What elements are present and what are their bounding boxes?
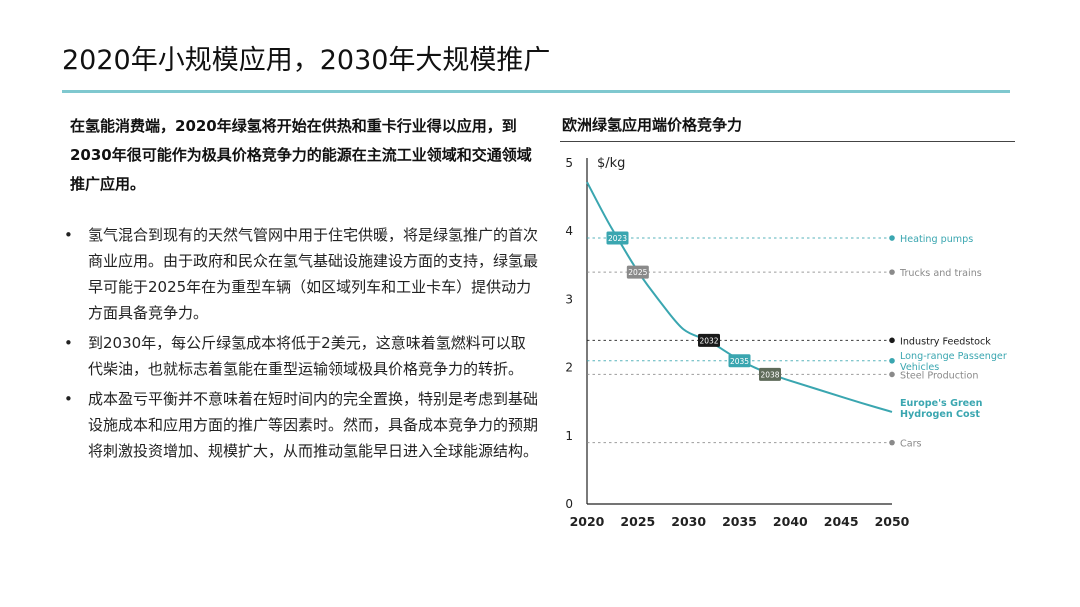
bullet-item: • 到2030年，每公斤绿氢成本将低于2美元，这意味着氢燃料可以取代柴油，也就标志… bbox=[62, 330, 540, 382]
y-tick-label: 3 bbox=[565, 292, 573, 306]
series-label: Europe's Green Hydrogen Cost bbox=[900, 398, 983, 420]
year-marker: 2032 bbox=[698, 333, 720, 347]
bullet-dot-icon: • bbox=[64, 226, 73, 244]
cost-curve-line bbox=[586, 181, 893, 413]
year-marker-box bbox=[626, 265, 649, 279]
year-marker-label: 2025 bbox=[628, 268, 647, 277]
x-tick-label: 2035 bbox=[722, 514, 757, 529]
year-marker: 2023 bbox=[606, 231, 629, 245]
year-marker-box bbox=[698, 333, 720, 347]
threshold-label: Steel Production bbox=[900, 370, 978, 381]
title-divider bbox=[62, 90, 1010, 93]
x-tick-label: 2045 bbox=[824, 514, 859, 529]
year-marker-label: 2032 bbox=[699, 336, 718, 345]
bullet-list: • 氢气混合到现有的天然气管网中用于住宅供暖，将是绿氢推广的首次商业应用。由于政府… bbox=[62, 222, 540, 468]
year-marker-label: 2035 bbox=[730, 357, 749, 366]
year-marker-box bbox=[606, 231, 629, 245]
bullet-item: • 成本盈亏平衡并不意味着在短时间内的完全置换，特别是考虑到基础设施成本和应用方面… bbox=[62, 386, 540, 464]
threshold-dot bbox=[889, 235, 895, 241]
year-marker-box bbox=[728, 354, 751, 368]
y-tick-label: 2 bbox=[565, 361, 573, 375]
year-marker-label: 2023 bbox=[608, 234, 627, 243]
y-axis-label: $/kg bbox=[597, 156, 625, 171]
year-marker: 2035 bbox=[728, 354, 751, 368]
threshold-dot bbox=[889, 439, 895, 446]
slide-title: 2020年小规模应用，2030年大规模推广 bbox=[62, 45, 551, 76]
x-tick-label: 2040 bbox=[773, 514, 808, 529]
bullet-item: • 氢气混合到现有的天然气管网中用于住宅供暖，将是绿氢推广的首次商业应用。由于政府… bbox=[62, 222, 540, 326]
chart-title-divider bbox=[560, 141, 1015, 142]
threshold-label: Long-range Passenger Vehicles bbox=[900, 351, 1007, 373]
y-tick-label: 5 bbox=[565, 156, 573, 170]
lead-paragraph: 在氢能消费端，2020年绿氢将开始在供热和重卡行业得以应用，到2030年很可能作… bbox=[70, 117, 532, 193]
threshold-dot bbox=[889, 371, 895, 378]
y-tick-label: 1 bbox=[565, 429, 573, 443]
threshold-label: Heating pumps bbox=[900, 234, 973, 245]
threshold-label: Trucks and trains bbox=[899, 268, 982, 279]
chart-title: 欧洲绿氢应用端价格竞争力 bbox=[562, 116, 743, 134]
year-marker: 2025 bbox=[626, 265, 649, 279]
bullet-dot-icon: • bbox=[64, 334, 73, 352]
threshold-dot bbox=[889, 357, 895, 364]
threshold-label: Industry Feedstock bbox=[900, 336, 991, 347]
y-tick-label: 0 bbox=[565, 497, 573, 511]
threshold-dot bbox=[889, 337, 895, 344]
year-marker-label: 2038 bbox=[760, 370, 779, 379]
bullet-dot-icon: • bbox=[64, 390, 73, 408]
year-marker: 2038 bbox=[759, 367, 781, 381]
threshold-dot bbox=[889, 269, 895, 275]
x-tick-label: 2025 bbox=[620, 514, 655, 529]
x-tick-label: 2020 bbox=[570, 514, 605, 529]
x-tick-label: 2050 bbox=[875, 514, 910, 529]
y-tick-label: 4 bbox=[565, 224, 573, 238]
x-tick-label: 2030 bbox=[671, 514, 706, 529]
year-marker-box bbox=[759, 367, 781, 381]
threshold-label: Cars bbox=[900, 439, 922, 450]
